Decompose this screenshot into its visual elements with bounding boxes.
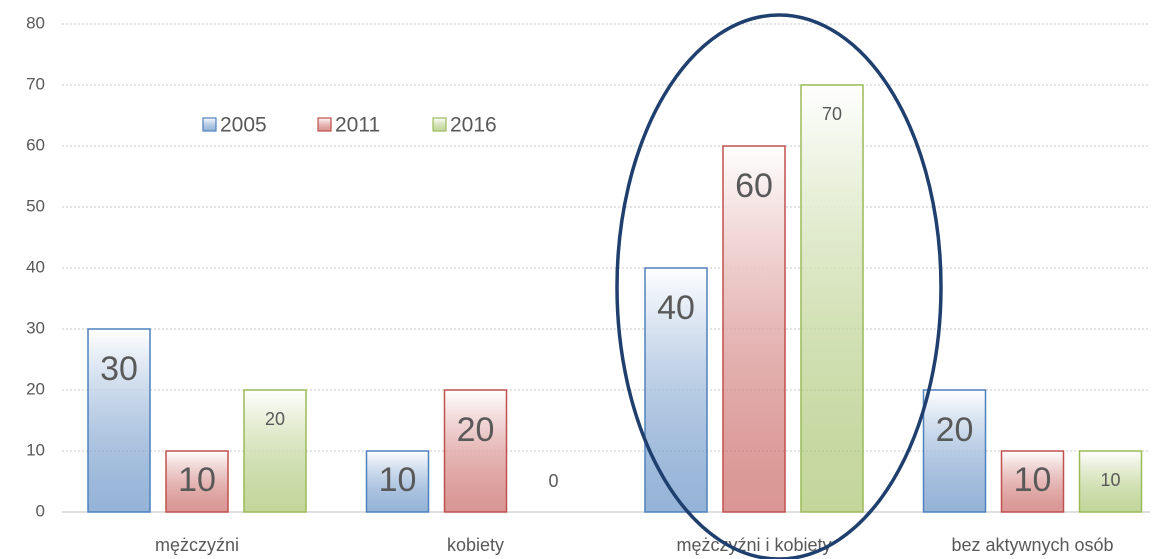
legend-swatch bbox=[317, 117, 332, 132]
y-tick-label: 60 bbox=[26, 135, 45, 154]
y-tick-label: 30 bbox=[26, 318, 45, 337]
y-tick-label: 20 bbox=[26, 379, 45, 398]
legend-swatch bbox=[202, 117, 217, 132]
bar bbox=[922, 389, 987, 513]
bar bbox=[243, 389, 307, 513]
data-label: 10 bbox=[379, 461, 417, 499]
bar bbox=[165, 450, 229, 513]
data-label: 20 bbox=[457, 411, 495, 449]
bar bbox=[644, 267, 708, 513]
highlight-ellipse bbox=[615, 13, 943, 559]
data-label: 20 bbox=[265, 409, 285, 429]
bar bbox=[1000, 450, 1065, 513]
data-label: 20 bbox=[936, 411, 974, 449]
legend-label: 2016 bbox=[450, 114, 497, 137]
bar bbox=[443, 389, 508, 513]
x-tick-label: bez aktywnych osób bbox=[951, 535, 1113, 555]
y-tick-label: 0 bbox=[36, 501, 45, 520]
y-tick-label: 70 bbox=[26, 74, 45, 93]
bar bbox=[800, 84, 864, 513]
data-label: 10 bbox=[178, 461, 216, 499]
data-label: 60 bbox=[735, 167, 773, 205]
bar bbox=[722, 145, 786, 513]
legend-label: 2005 bbox=[220, 114, 267, 137]
bar bbox=[365, 450, 430, 513]
data-label: 30 bbox=[100, 350, 138, 388]
y-tick-label: 10 bbox=[26, 440, 45, 459]
data-label: 10 bbox=[1014, 461, 1052, 499]
data-label: 10 bbox=[1100, 470, 1120, 490]
data-label: 70 bbox=[822, 104, 842, 124]
y-tick-label: 40 bbox=[26, 257, 45, 276]
y-tick-label: 50 bbox=[26, 196, 45, 215]
x-tick-label: kobiety bbox=[447, 535, 504, 555]
data-label: 0 bbox=[548, 471, 558, 491]
bar bbox=[87, 328, 151, 513]
y-tick-label: 80 bbox=[26, 13, 45, 32]
data-label: 40 bbox=[657, 289, 695, 327]
x-tick-label: mężczyźni i kobiety bbox=[676, 535, 831, 555]
x-tick-label: mężczyźni bbox=[155, 535, 239, 555]
legend-swatch bbox=[432, 117, 447, 132]
legend-label: 2011 bbox=[335, 114, 380, 137]
bar bbox=[1078, 450, 1143, 513]
